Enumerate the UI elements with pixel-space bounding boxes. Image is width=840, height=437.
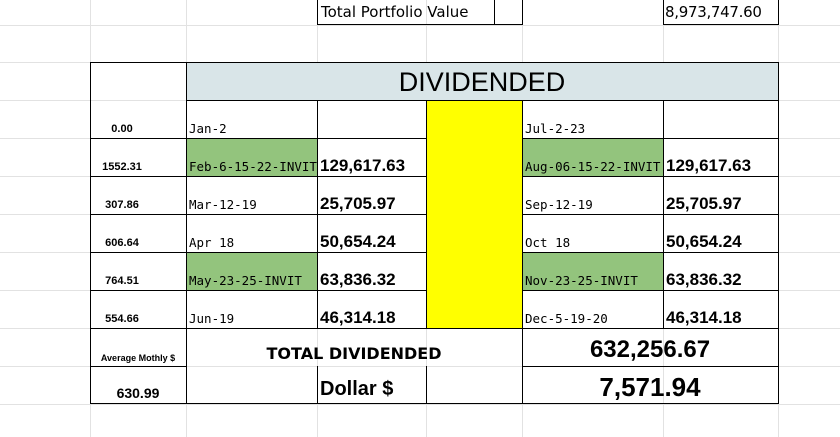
right-dividend-amount: 46,314.18 [666, 308, 742, 327]
table-border [90, 252, 426, 253]
table-border [90, 214, 426, 215]
monthly-side-value: 764.51 [105, 275, 139, 287]
table-border [186, 403, 522, 404]
right-month-date: Aug-06-15-22-INVIT [525, 159, 661, 174]
dollar-value: 7,571.94 [599, 372, 701, 402]
table-border [522, 366, 778, 367]
table-border [90, 328, 778, 329]
cell-border [317, 24, 522, 25]
table-border [90, 176, 426, 177]
dividend-title: DIVIDENDED [398, 67, 566, 97]
table-border [522, 100, 523, 404]
total-dividend-value: 632,256.67 [589, 336, 711, 363]
portfolio-value: 8,973,747.60 [665, 3, 762, 21]
cell-border [494, 0, 495, 25]
right-dividend-amount: 63,836.32 [666, 270, 742, 289]
table-border [317, 100, 318, 328]
left-month-date: Feb-6-15-22-INVIT [189, 159, 317, 174]
table-border [90, 366, 186, 367]
table-border [522, 214, 778, 215]
left-dividend-amount: 46,314.18 [320, 308, 396, 327]
average-monthly-label: Average Mothly $ [100, 353, 176, 363]
left-month-date: Jun-19 [189, 311, 235, 326]
table-border [522, 252, 778, 253]
green-highlight [522, 252, 663, 290]
left-month-date: May-23-25-INVIT [189, 273, 302, 288]
right-month-date: Dec-5-19-20 [525, 311, 608, 326]
table-border [90, 290, 426, 291]
portfolio-label: Total Portfolio Value [321, 3, 469, 21]
table-border [522, 138, 778, 139]
table-border [90, 62, 91, 404]
monthly-side-value: 606.64 [105, 237, 139, 249]
gridline-horizontal [0, 404, 840, 405]
right-dividend-amount: 129,617.63 [666, 156, 752, 175]
table-border [186, 100, 778, 101]
monthly-side-value: 1552.31 [102, 161, 142, 173]
table-border [426, 100, 427, 328]
right-month-date: Jul-2-23 [525, 121, 586, 136]
gridline-horizontal [0, 25, 840, 26]
monthly-side-value: 307.86 [105, 199, 139, 211]
left-month-date: Apr 18 [189, 235, 235, 250]
yellow-separator-fill [426, 100, 522, 328]
right-month-date: Nov-23-25-INVIT [525, 273, 638, 288]
right-month-date: Oct 18 [525, 235, 571, 250]
table-border [90, 138, 426, 139]
left-month-date: Jan-2 [189, 121, 227, 136]
table-border [522, 403, 778, 404]
right-month-date: Sep-12-19 [525, 197, 593, 212]
gridline-horizontal [0, 366, 840, 367]
left-dividend-amount: 50,654.24 [320, 232, 396, 251]
table-border [522, 176, 778, 177]
right-dividend-amount: 50,654.24 [666, 232, 742, 251]
left-month-date: Mar-12-19 [189, 197, 257, 212]
cell-border [663, 24, 779, 25]
right-dividend-amount: 25,705.97 [666, 194, 742, 213]
table-border [426, 366, 427, 404]
cell-border [778, 0, 779, 25]
left-dividend-amount: 129,617.63 [320, 156, 406, 175]
monthly-side-value: 0.00 [111, 123, 133, 135]
table-border [90, 403, 186, 404]
cell-border [522, 0, 523, 25]
green-highlight [186, 138, 317, 176]
monthly-side-value: 554.66 [105, 313, 139, 325]
table-border [90, 62, 779, 63]
average-monthly-value: 630.99 [116, 385, 160, 401]
dollar-label: Dollar $ [320, 378, 394, 400]
table-border [186, 62, 187, 404]
green-highlight [522, 138, 663, 176]
cell-border [663, 0, 664, 25]
left-dividend-amount: 63,836.32 [320, 270, 396, 289]
left-dividend-amount: 25,705.97 [320, 194, 396, 213]
total-dividend-label: TOTAL DIVIDENDED [266, 344, 442, 363]
table-border [663, 100, 664, 328]
title-header-fill [186, 63, 778, 100]
cell-border [317, 0, 318, 25]
table-border [522, 290, 778, 291]
table-border [778, 62, 779, 404]
table-border [317, 366, 318, 404]
green-highlight [186, 252, 317, 290]
